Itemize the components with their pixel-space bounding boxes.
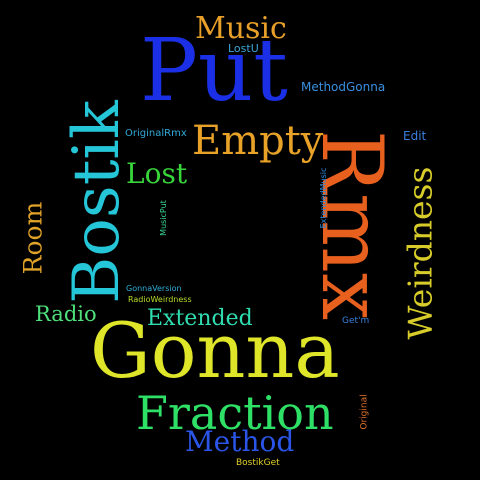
word-extended: Extended — [147, 306, 253, 331]
word-extendedmusic: ExtendedMusic — [319, 167, 328, 229]
word-music: Music — [195, 11, 287, 46]
word-radio: Radio — [35, 302, 97, 326]
word-lost: Lost — [126, 157, 188, 190]
word-method: Method — [185, 425, 295, 458]
word-bostik: Bostik — [60, 100, 134, 304]
word-room: Room — [18, 201, 48, 275]
word-gonnaversion: GonnaVersion — [126, 284, 182, 293]
word-original: Original — [359, 394, 370, 430]
word-edit: Edit — [403, 129, 427, 143]
word-empty: Empty — [192, 118, 324, 164]
word-getm: Get'm — [342, 316, 370, 326]
word-weirdness: Weirdness — [400, 166, 440, 340]
word-bostikget: BostikGet — [236, 458, 280, 468]
word-originalrmx: OriginalRmx — [125, 128, 187, 139]
word-fraction: Fraction — [136, 386, 334, 440]
word-musicput: MusicPut — [159, 200, 168, 236]
word-lostu: LostU — [228, 42, 259, 55]
word-put: Put — [140, 21, 288, 121]
word-gonna: Gonna — [90, 306, 340, 395]
word-methodgonna: MethodGonna — [301, 80, 386, 94]
word-radioweirdness: RadioWeirdness — [128, 295, 192, 304]
